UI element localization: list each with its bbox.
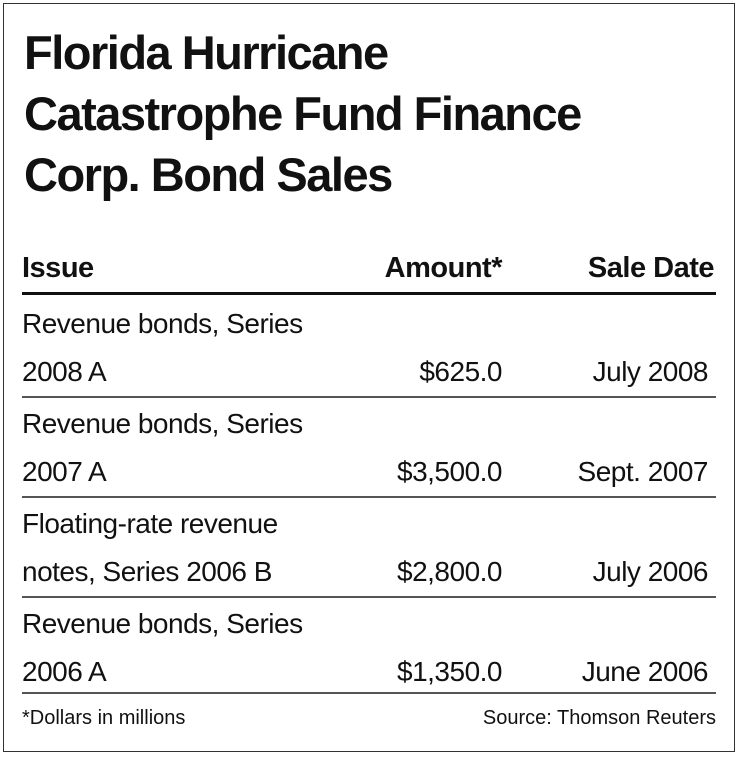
column-header-sale-date: Sale Date: [587, 252, 715, 284]
title-line-2: Catastrophe Fund Finance: [24, 87, 582, 140]
amount-cell: $2,800.0: [397, 556, 503, 587]
issue-cell: Revenue bonds, Series 2008 A: [22, 308, 303, 387]
sale-date-cell: July 2008: [592, 356, 709, 387]
issue-cell: Revenue bonds, Series 2006 A: [22, 608, 303, 687]
amount-cell: $3,500.0: [397, 456, 503, 487]
row-divider: [22, 496, 716, 498]
amount-cell: $625.0: [419, 356, 502, 387]
title-line-1: Florida Hurricane: [24, 26, 389, 79]
table-row: Revenue bonds, Series 2006 A $1,350.0 Ju…: [0, 598, 740, 698]
header-rule: [22, 292, 716, 295]
table-row: Revenue bonds, Series 2007 A $3,500.0 Se…: [0, 398, 740, 498]
amount-cell: $1,350.0: [397, 656, 503, 687]
source-credit: Source: Thomson Reuters: [482, 707, 716, 729]
issue-cell: Floating-rate revenue notes, Series 2006…: [22, 508, 278, 587]
sale-date-cell: June 2006: [581, 656, 709, 687]
title-line-3: Corp. Bond Sales: [24, 148, 393, 201]
table-row: Revenue bonds, Series 2008 A $625.0 July…: [0, 298, 740, 398]
row-divider: [22, 596, 716, 598]
column-header-issue: Issue: [22, 252, 94, 284]
issue-cell: Revenue bonds, Series 2007 A: [22, 408, 303, 487]
row-divider: [22, 692, 716, 694]
footnote: *Dollars in millions: [22, 707, 186, 729]
column-header-amount: Amount*: [384, 252, 503, 284]
row-divider: [22, 396, 716, 398]
page-title: Florida Hurricane Catastrophe Fund Finan…: [24, 22, 724, 205]
sale-date-cell: July 2006: [592, 556, 709, 587]
table-row: Floating-rate revenue notes, Series 2006…: [0, 498, 740, 598]
card-frame: [3, 3, 735, 752]
sale-date-cell: Sept. 2007: [577, 456, 709, 487]
